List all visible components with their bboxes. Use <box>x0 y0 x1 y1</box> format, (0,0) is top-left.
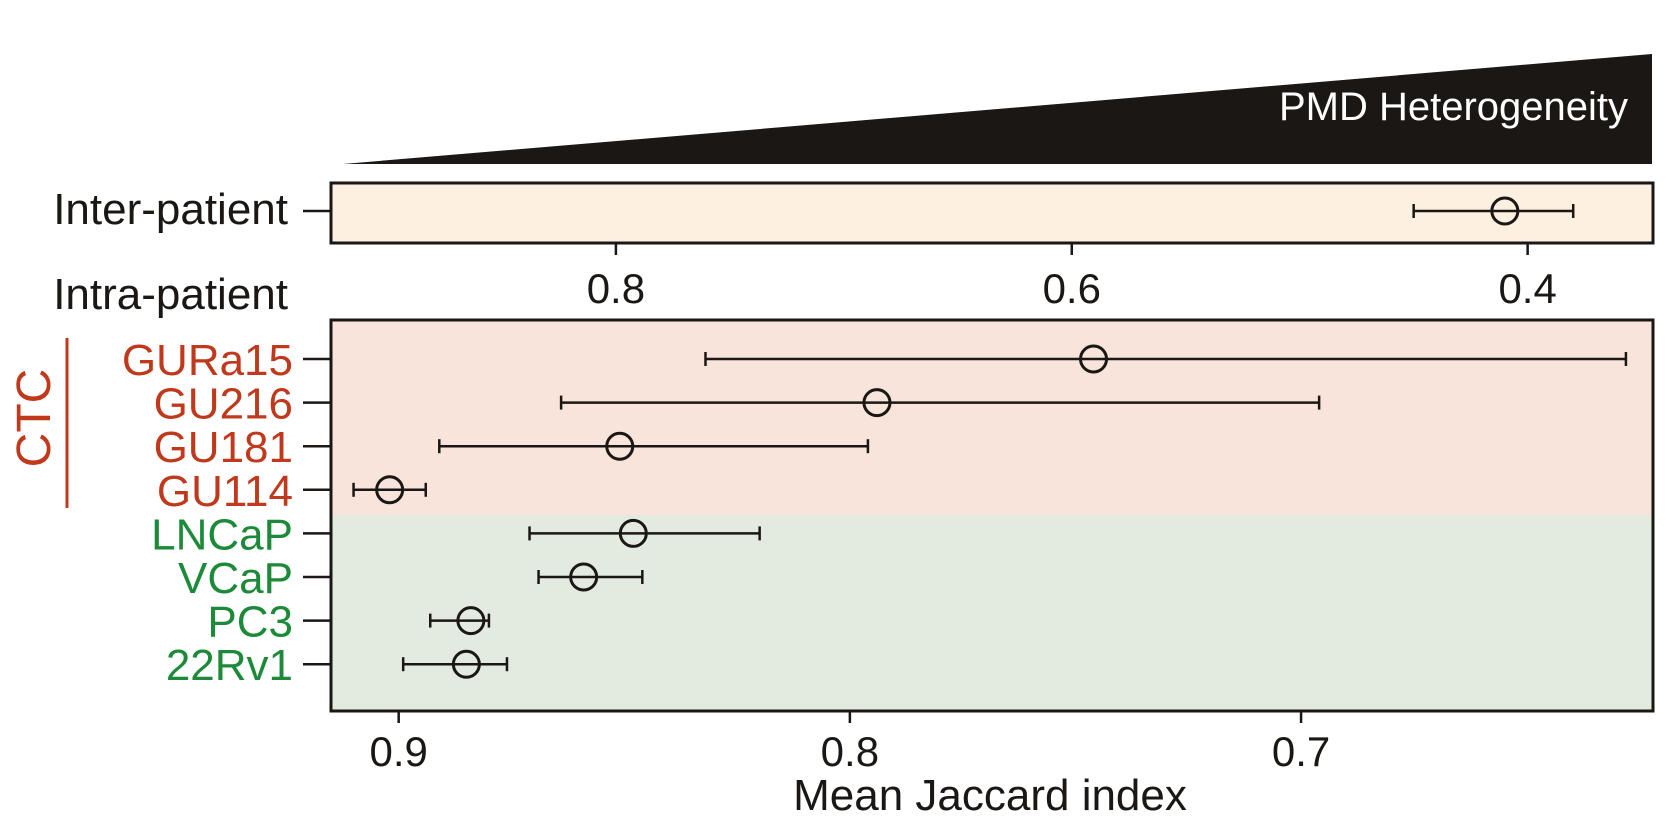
mean-point-gu114 <box>375 475 405 505</box>
row-label-pc3: PC3 <box>207 598 293 647</box>
intra-tick-label: 0.9 <box>369 728 427 775</box>
inter-tick-label: 0.4 <box>1498 265 1556 312</box>
ctc-band <box>331 320 1653 515</box>
intra-tick-label: 0.7 <box>1272 728 1330 775</box>
ctc-group-label: CTC <box>8 369 61 468</box>
cell-line-band <box>331 515 1653 711</box>
row-label-22rv1: 22Rv1 <box>166 641 293 690</box>
mean-point-pc3 <box>456 606 486 636</box>
inter-panel-frame <box>329 181 1655 245</box>
heterogeneity-wedge <box>343 54 1652 164</box>
mean-point-vcap <box>569 562 599 592</box>
heterogeneity-label: PMD Heterogeneity <box>1279 85 1628 129</box>
mean-point-22rv1 <box>451 649 481 679</box>
mean-point-gu181 <box>605 431 635 461</box>
inter-tick-label: 0.8 <box>587 265 645 312</box>
intra-tick-label: 0.8 <box>821 728 879 775</box>
inter-axis-ticks: 0.8 0.6 0.4 <box>303 209 1557 312</box>
intra-panel-frame <box>329 318 1655 713</box>
mean-point-gura15 <box>1079 344 1109 374</box>
inter-row-label: Inter-patient <box>53 185 288 234</box>
intra-row-label: Intra-patient <box>53 270 288 319</box>
row-label-gu216: GU216 <box>154 380 293 429</box>
row-label-lncap: LNCaP <box>151 510 293 559</box>
row-label-vcap: VCaP <box>178 554 293 603</box>
row-label-gu114: GU114 <box>157 467 293 516</box>
inter-tick-label: 0.6 <box>1043 265 1101 312</box>
intra-axis-ticks: 0.9 0.8 0.7 <box>369 711 1330 775</box>
x-axis-label: Mean Jaccard index <box>793 771 1187 820</box>
mean-point-lncap <box>618 518 648 548</box>
inter-mean-point <box>1490 196 1520 226</box>
mean-point-gu216 <box>862 388 892 418</box>
row-label-gu181: GU181 <box>154 423 293 472</box>
inter-points <box>1412 196 1575 226</box>
row-label-gura15: GURa15 <box>122 336 293 385</box>
